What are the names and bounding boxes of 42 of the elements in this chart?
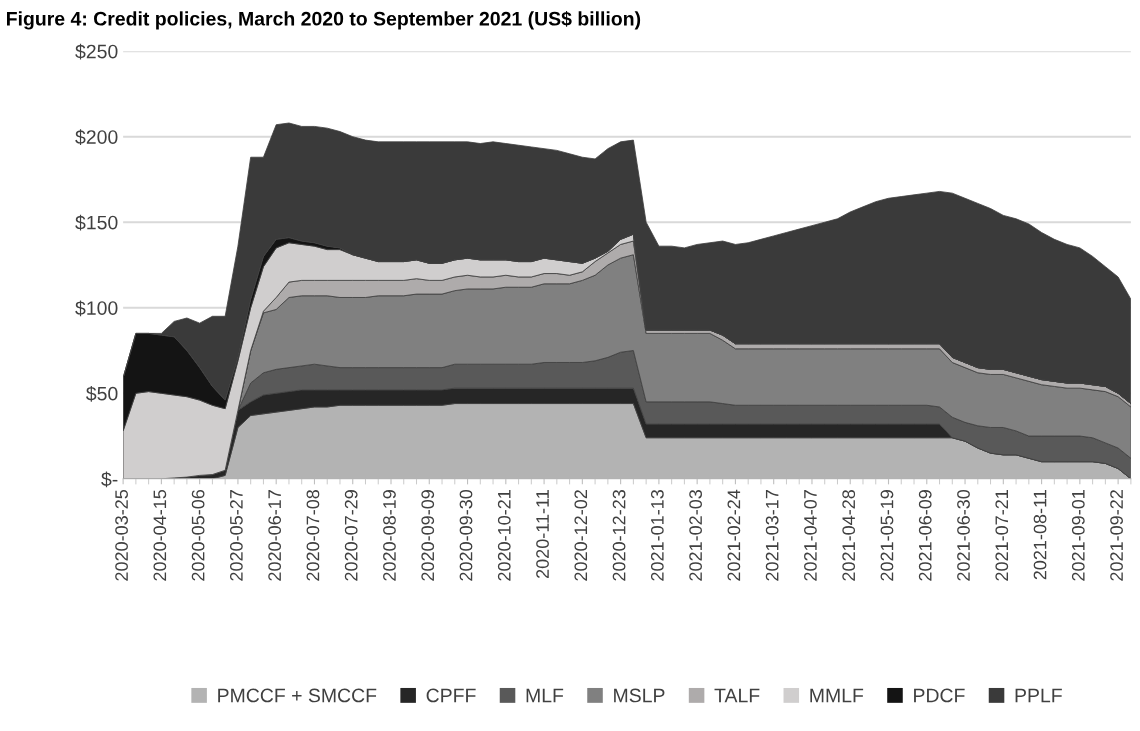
x-tick-label: 2021-04-07 [804, 490, 817, 581]
x-tick-label: 2021-09-22 [1110, 490, 1123, 581]
legend-label: CPFF [426, 688, 476, 703]
y-tick-label: $200 [75, 129, 118, 146]
legend-label: PPLF [1015, 688, 1062, 703]
x-tick-label: 2021-03-17 [765, 490, 779, 581]
x-tick-label: 2021-08-11 [1033, 490, 1047, 580]
y-tick-label: $150 [75, 214, 118, 231]
x-tick-label: 2020-12-23 [612, 490, 626, 581]
legend-label: MSLP [614, 688, 665, 703]
x-tick-label: 2020-05-06 [191, 490, 205, 581]
x-tick-label: 2020-10-21 [497, 490, 511, 581]
y-tick-label: $- [101, 471, 118, 488]
legend-label: TALF [714, 688, 760, 703]
x-tick-label: 2021-06-09 [918, 490, 932, 581]
x-tick-label: 2020-03-25 [115, 489, 128, 581]
x-tick-label: 2021-04-28 [842, 490, 856, 581]
legend-label: PDCF [914, 688, 965, 703]
x-tick-label: 2020-07-29 [344, 490, 358, 581]
legend-label: PMCCF + SMCCF [218, 688, 377, 703]
x-tick-label: 2021-05-19 [880, 490, 894, 581]
x-tick-label: 2020-05-27 [229, 490, 243, 581]
x-tick-label: 2020-08-19 [383, 490, 396, 581]
x-tick-label: 2020-11-11 [536, 490, 549, 578]
x-tick-label: 2020-07-08 [306, 490, 320, 581]
x-tick-label: 2020-09-09 [421, 490, 435, 581]
x-tick-label: 2021-02-24 [727, 489, 741, 581]
x-tick-label: 2020-12-02 [574, 490, 588, 581]
y-tick-label: $50 [86, 385, 118, 402]
x-tick-label: 2020-09-30 [459, 489, 473, 581]
y-tick-label: $100 [75, 300, 118, 317]
legend-label: MLF [526, 688, 564, 703]
x-tick-label: 2021-02-03 [689, 490, 703, 581]
x-tick-label: 2021-06-30 [957, 489, 970, 581]
chart-title: Figure 4: Credit policies, March 2020 to September 2021 (US$ billion) [7, 10, 641, 30]
x-tick-label: 2021-09-01 [1071, 490, 1085, 581]
x-tick-label: 2021-07-21 [995, 490, 1009, 581]
x-tick-label: 2020-06-17 [268, 490, 282, 581]
y-tick-label: $250 [75, 43, 118, 60]
x-tick-label: 2020-04-15 [153, 489, 167, 581]
x-tick-label: 2021-01-13 [650, 490, 664, 581]
legend-label: MMLF [810, 688, 864, 703]
